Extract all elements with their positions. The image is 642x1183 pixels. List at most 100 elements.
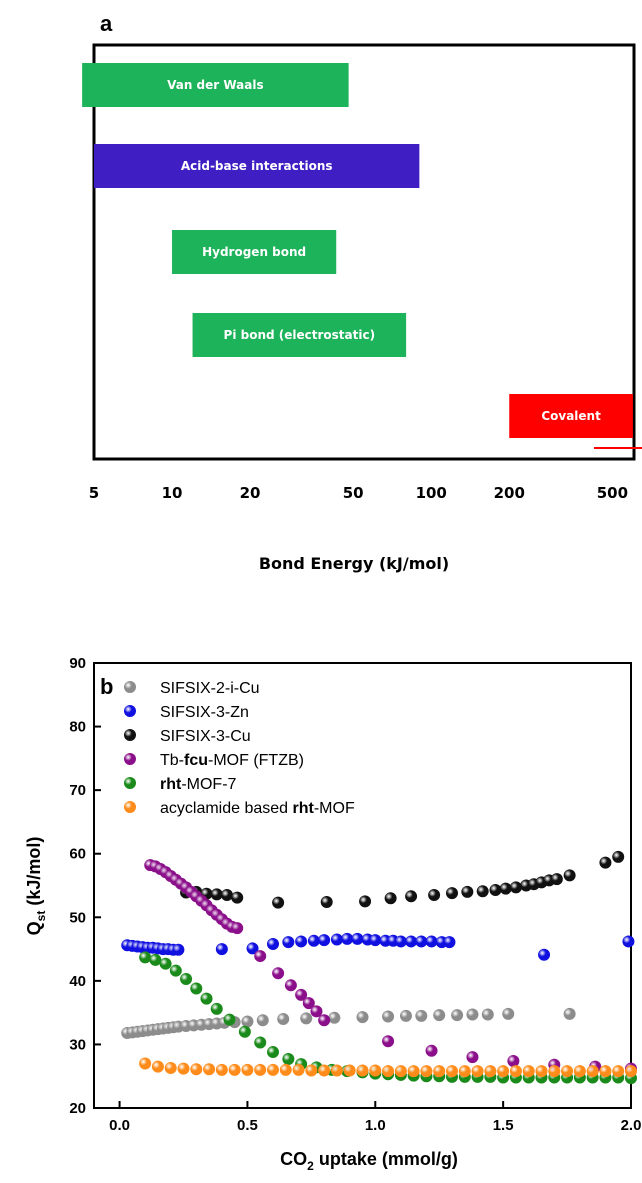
point-sifsix-2-i-cu <box>277 1013 290 1025</box>
point-sifsix-3-cu <box>476 885 489 898</box>
point-sifsix-3-cu <box>563 869 576 882</box>
point-acyclamide-based-rht-mof <box>215 1063 228 1076</box>
point-sifsix-3-zn <box>295 935 308 948</box>
point-sifsix-2-i-cu <box>399 1009 412 1022</box>
x-tick-label: 1.5 <box>493 1117 514 1134</box>
point-acyclamide-based-rht-mof <box>548 1065 561 1078</box>
point-tb-fcu-mof-ftzb <box>310 1005 323 1018</box>
panel-b-frame <box>93 662 632 1109</box>
point-sifsix-3-cu <box>272 896 285 909</box>
point-tb-fcu-mof-ftzb <box>272 967 285 980</box>
bar-van-der-waals <box>82 63 349 107</box>
point-sifsix-3-cu <box>220 889 233 902</box>
x-tick-label: 2.0 <box>621 1117 642 1134</box>
x-tick-label: 0.0 <box>109 1117 130 1134</box>
point-sifsix-3-zn <box>369 934 382 947</box>
point-sifsix-2-i-cu <box>502 1007 515 1020</box>
point-sifsix-3-zn <box>215 943 228 956</box>
legend-marker <box>124 705 136 717</box>
point-acyclamide-based-rht-mof <box>151 1060 164 1073</box>
point-sifsix-3-zn <box>394 935 407 948</box>
point-tb-fcu-mof-ftzb <box>284 979 297 992</box>
point-sifsix-2-i-cu <box>300 1012 313 1025</box>
legend-label-sifsix-2-i-cu: SIFSIX-2-i-Cu <box>160 680 260 697</box>
point-acyclamide-based-rht-mof <box>369 1064 382 1077</box>
y-tick-label: 30 <box>69 1036 86 1053</box>
bar-pi-bond-electrostatic <box>192 313 407 357</box>
point-tb-fcu-mof-ftzb <box>318 1014 331 1027</box>
legend-marker <box>124 801 136 813</box>
point-acyclamide-based-rht-mof <box>139 1057 152 1070</box>
point-rht-mof-7 <box>149 953 162 966</box>
point-sifsix-3-cu <box>446 887 458 900</box>
legend-marker <box>124 729 136 741</box>
x-tick-label: 5 <box>89 484 99 502</box>
y-tick-label: 50 <box>69 909 86 926</box>
legend-marker <box>124 681 136 693</box>
x-tick-label: 200 <box>494 484 525 502</box>
bar-acid-base-interactions <box>94 144 420 188</box>
panel-a-bars: Van der Waals Acid-base interactions Hydro… <box>82 63 642 449</box>
point-acyclamide-based-rht-mof <box>382 1065 395 1078</box>
point-sifsix-3-zn <box>405 935 418 948</box>
panel-a-x-axis-label: Bond Energy (kJ/mol) <box>259 554 449 573</box>
point-sifsix-3-zn <box>307 934 320 947</box>
bar-covalent <box>509 394 633 438</box>
point-sifsix-3-zn <box>622 935 635 948</box>
point-sifsix-2-i-cu <box>256 1014 269 1027</box>
point-sifsix-3-zn <box>246 942 259 955</box>
bar-label-van-der-waals: Van der Waals <box>167 78 264 92</box>
point-acyclamide-based-rht-mof <box>330 1064 343 1077</box>
point-acyclamide-based-rht-mof <box>446 1065 458 1078</box>
legend-label-sifsix-3-cu: SIFSIX-3-Cu <box>160 728 251 745</box>
y-tick-label: 40 <box>69 973 86 990</box>
point-sifsix-3-cu <box>550 873 563 886</box>
point-sifsix-3-cu <box>428 889 441 902</box>
point-sifsix-3-cu <box>384 892 397 905</box>
point-rht-mof-7 <box>238 1025 251 1038</box>
point-acyclamide-based-rht-mof <box>318 1064 331 1077</box>
legend-label-sifsix-3-zn: SIFSIX-3-Zn <box>160 704 249 721</box>
point-sifsix-3-cu <box>612 850 625 863</box>
point-rht-mof-7 <box>200 992 213 1005</box>
x-tick-label: 500 <box>597 484 628 502</box>
point-sifsix-3-zn <box>282 936 295 949</box>
point-sifsix-3-cu <box>231 891 244 904</box>
point-acyclamide-based-rht-mof <box>203 1063 216 1076</box>
point-acyclamide-based-rht-mof <box>535 1065 548 1078</box>
point-sifsix-3-cu <box>489 883 502 896</box>
x-tick-label: 20 <box>240 484 261 502</box>
point-sifsix-2-i-cu <box>466 1008 479 1021</box>
point-rht-mof-7 <box>139 951 152 964</box>
point-sifsix-3-zn <box>341 932 354 945</box>
point-acyclamide-based-rht-mof <box>254 1063 267 1076</box>
legend-label-acyclamide-based-rht-mof: acyclamide based rht-MOF <box>160 800 355 817</box>
bar-label-pi-bond-electrostatic: Pi bond (electrostatic) <box>224 328 376 342</box>
point-acyclamide-based-rht-mof <box>484 1065 497 1078</box>
point-acyclamide-based-rht-mof <box>458 1065 471 1078</box>
point-sifsix-2-i-cu <box>481 1008 494 1021</box>
point-acyclamide-based-rht-mof <box>497 1065 510 1078</box>
panel-a: a Van der Waals Acid-base interactions Hyd… <box>82 11 642 573</box>
panel-b-legend: SIFSIX-2-i-Cu SIFSIX-3-Zn SIFSIX-3-Cu Tb-fc… <box>124 680 355 817</box>
point-acyclamide-based-rht-mof <box>407 1065 420 1078</box>
point-sifsix-3-zn <box>443 936 456 949</box>
point-tb-fcu-mof-ftzb <box>295 988 308 1001</box>
bar-label-hydrogen-bond: Hydrogen bond <box>202 245 306 259</box>
point-sifsix-3-zn <box>318 934 331 947</box>
point-acyclamide-based-rht-mof <box>599 1065 612 1078</box>
point-acyclamide-based-rht-mof <box>394 1065 407 1078</box>
point-sifsix-3-zn <box>538 948 551 961</box>
point-sifsix-3-cu <box>320 896 333 909</box>
point-acyclamide-based-rht-mof <box>305 1064 318 1077</box>
point-rht-mof-7 <box>282 1053 295 1066</box>
point-acyclamide-based-rht-mof <box>164 1061 177 1074</box>
point-sifsix-2-i-cu <box>382 1010 395 1023</box>
panel-b-x-ticks: 0.0 0.5 1.0 1.5 2.0 <box>109 1101 641 1134</box>
point-tb-fcu-mof-ftzb <box>382 1035 395 1048</box>
point-rht-mof-7 <box>223 1013 236 1026</box>
point-tb-fcu-mof-ftzb <box>231 922 244 935</box>
point-acyclamide-based-rht-mof <box>228 1063 241 1076</box>
point-sifsix-3-zn <box>267 937 279 950</box>
